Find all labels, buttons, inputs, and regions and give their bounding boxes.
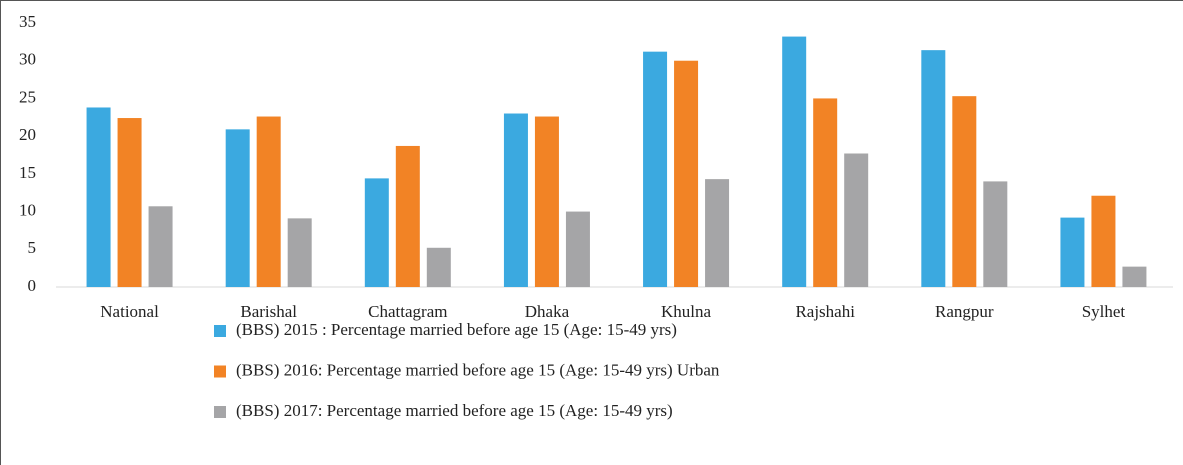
bar [364,178,389,287]
y-tick-label: 0 [28,276,37,295]
x-tick-label: Rajshahi [795,302,855,321]
bar [395,145,420,287]
x-tick-label: Khulna [661,302,712,321]
y-tick-label: 20 [19,125,36,144]
bar [844,153,869,287]
bar [426,247,451,287]
legend-swatch [214,406,226,418]
bar [287,218,312,287]
x-tick-label: Barishal [240,302,297,321]
bar [1091,195,1116,287]
bar [705,179,730,287]
bar [782,36,807,287]
legend-swatch [214,365,226,378]
legend-label: (BBS) 2016: Percentage married before ag… [236,360,720,379]
x-tick-label: Chattagram [368,302,447,321]
y-tick-label: 10 [19,200,36,219]
legend-label: (BBS) 2015 : Percentage married before a… [236,320,677,339]
bar [148,206,173,287]
legend-swatch [214,325,226,337]
y-tick-label: 30 [19,50,36,69]
bar [921,50,946,288]
bar [86,107,111,287]
bar [643,51,668,287]
x-tick-label: Sylhet [1082,302,1126,321]
y-tick-label: 15 [19,163,36,182]
x-tick-label: Dhaka [525,302,570,321]
bar [1122,266,1147,287]
y-tick-label: 25 [19,87,36,106]
bar [1060,217,1085,287]
bar [117,118,142,287]
bar [565,211,590,287]
bar [534,116,559,287]
y-tick-label: 35 [19,12,36,31]
bar [952,96,977,287]
bar [256,116,281,287]
bar [503,113,528,287]
x-tick-label: National [100,302,159,321]
legend-label: (BBS) 2017: Percentage married before ag… [236,401,673,420]
bar [225,129,250,287]
bar [813,98,838,287]
x-tick-label: Rangpur [935,302,994,321]
bar [674,60,699,287]
bar [983,181,1008,287]
y-tick-label: 5 [28,238,37,257]
